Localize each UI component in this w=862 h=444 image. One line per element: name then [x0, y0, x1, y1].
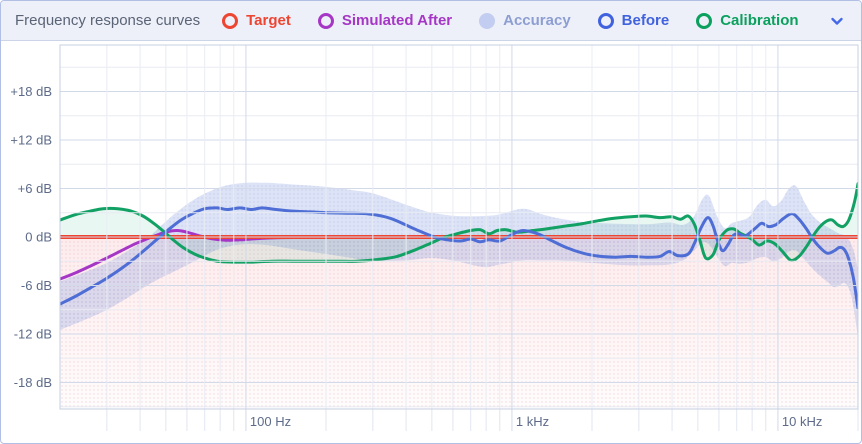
svg-text:1 kHz: 1 kHz: [516, 414, 549, 429]
target-ring-icon: [222, 12, 239, 29]
chevron-down-icon: [831, 17, 843, 25]
legend-label: Simulated After: [341, 12, 453, 29]
svg-text:-6 dB: -6 dB: [21, 278, 52, 293]
svg-text:+18 dB: +18 dB: [10, 84, 52, 99]
accuracy-dot-icon: [479, 12, 496, 29]
legend-item-before[interactable]: Before: [597, 12, 670, 29]
chart-header: Frequency response curves Target Simulat…: [1, 1, 861, 41]
svg-text:+6 dB: +6 dB: [18, 181, 52, 196]
legend-label: Target: [246, 12, 291, 29]
legend-item-simulated-after[interactable]: Simulated After: [317, 12, 453, 29]
simulated-after-ring-icon: [317, 12, 334, 29]
legend-item-accuracy[interactable]: Accuracy: [479, 12, 571, 29]
svg-text:0 dB: 0 dB: [25, 230, 52, 245]
before-ring-icon: [597, 12, 614, 29]
svg-text:100 Hz: 100 Hz: [250, 414, 291, 429]
legend-label: Calibration: [720, 12, 799, 29]
svg-text:-18 dB: -18 dB: [14, 375, 52, 390]
svg-text:10 kHz: 10 kHz: [782, 414, 822, 429]
svg-text:-12 dB: -12 dB: [14, 326, 52, 341]
legend: Target Simulated After Accuracy Before C…: [222, 12, 827, 29]
svg-text:+12 dB: +12 dB: [10, 133, 52, 148]
legend-label: Accuracy: [503, 12, 571, 29]
frequency-response-chart: +18 dB +12 dB +6 dB 0 dB -6 dB -12 dB -18 dB 10…: [10, 44, 859, 431]
collapse-panel-button[interactable]: [827, 11, 847, 31]
page-title: Frequency response curves: [15, 12, 201, 29]
legend-item-calibration[interactable]: Calibration: [696, 12, 799, 29]
chart-area: +18 dB +12 dB +6 dB 0 dB -6 dB -12 dB -18 dB 10…: [1, 41, 861, 443]
legend-item-target[interactable]: Target: [222, 12, 291, 29]
calibration-ring-icon: [696, 12, 713, 29]
legend-label: Before: [621, 12, 670, 29]
